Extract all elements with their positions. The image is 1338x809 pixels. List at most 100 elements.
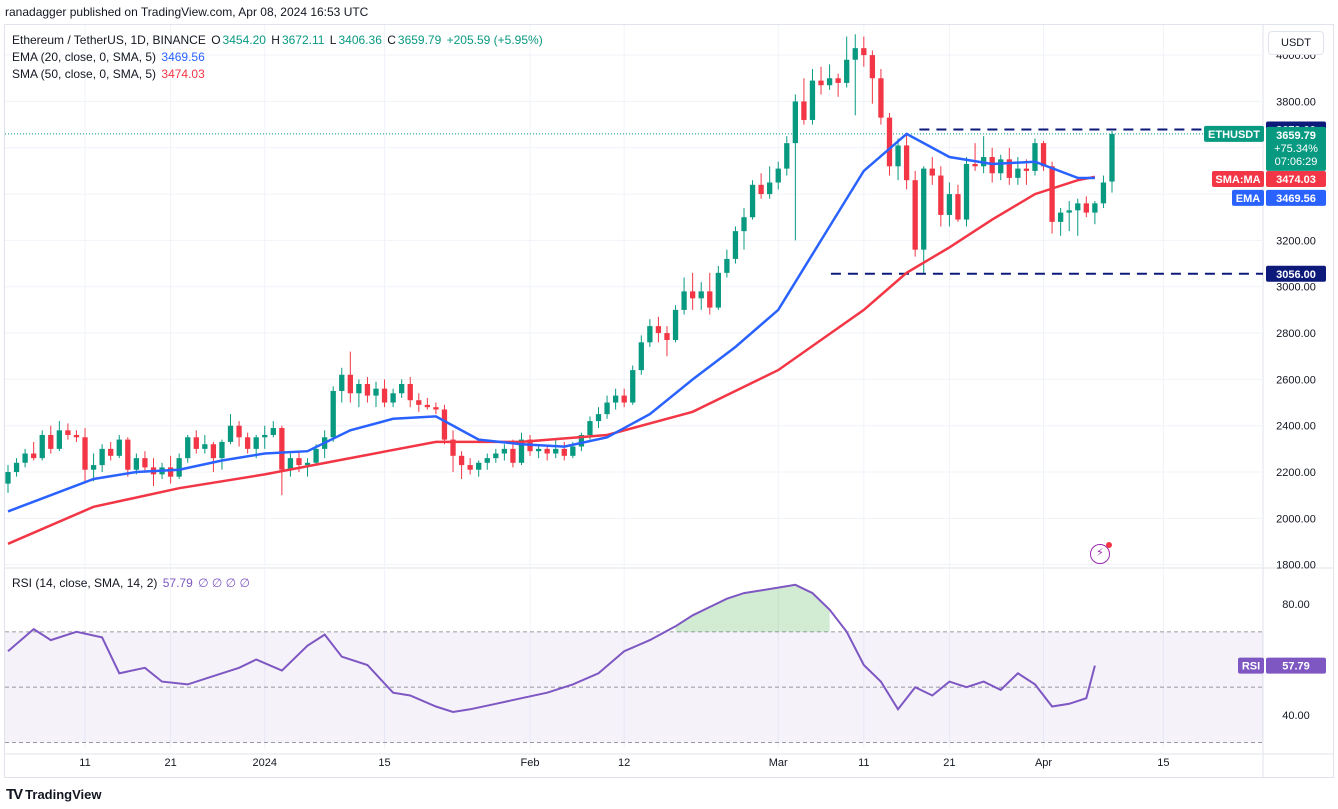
candle-body [1100,182,1107,204]
sma-name-tag-text: SMA:MA [1215,174,1260,186]
time-tick-label: 15 [378,757,390,769]
candle-body [467,465,473,470]
time-tick-label: 2024 [253,757,277,769]
candle-body [732,231,739,259]
candle-body [638,342,644,371]
candle-body [364,384,371,396]
rsi-tag-box [1266,657,1326,674]
sma-name-tag-box [1212,170,1264,187]
candle-body [381,388,388,403]
moving-averages [7,132,1096,545]
candle-body [185,437,191,459]
candle-body [244,437,251,449]
low-label: L [329,33,337,47]
symbol-legend[interactable]: Ethereum / TetherUS, 1D, BINANCE O 3454.2… [12,32,545,48]
candle-body [630,370,636,403]
candle-body [48,434,54,449]
symbol-title: Ethereum / TetherUS, 1D, BINANCE [12,33,206,47]
rsi-label: RSI (14, close, SMA, 14, 2) [12,576,158,590]
candle-body [724,258,730,273]
candle-body [861,48,867,56]
candle-body [912,180,918,250]
symbol-tag-box [1204,125,1264,142]
candle-body [313,448,319,463]
ema-name-tag-text: EMA [1236,193,1261,205]
candle-body [544,448,550,454]
candle-body [82,437,88,470]
rsi-overbought-fill [675,584,830,632]
tradingview-logo-icon: TV [6,786,23,803]
candle-body [903,145,910,181]
candle-body [955,194,961,220]
candle-body [193,437,199,449]
candle-body [792,101,799,144]
rsi-name-tag-text: RSI [1242,661,1260,673]
candle-body [612,395,619,403]
alert-dot-icon [1106,542,1112,548]
candle-body [399,384,405,394]
candle-body [227,425,234,442]
candle-body [416,400,422,405]
candle-body [698,291,704,299]
candle-body [356,384,362,394]
footer-brand[interactable]: TV TradingView [6,786,102,803]
candle-body [73,434,80,438]
rsi-legend[interactable]: RSI (14, close, SMA, 14, 2) 57.79 ∅ ∅ ∅ … [12,575,252,591]
bolt-icon[interactable]: ⚡ [1090,542,1112,564]
candle-body [741,217,747,232]
rsi-series-line [7,583,1096,714]
candle-body [202,444,208,449]
candle-body [767,182,773,195]
candle-body [972,163,978,167]
time-tick-label: 15 [1157,757,1169,769]
ema-name-tag-box [1232,189,1264,206]
currency-button[interactable]: USDT [1268,31,1324,55]
rsi-band-fill [5,631,1263,743]
candle-body [441,409,448,440]
candle-body [1015,168,1021,178]
close-label: C [387,33,396,47]
candle-body [826,78,833,86]
close-value: 3659.79 [397,33,442,47]
candle-body [450,439,456,456]
candle-body [219,441,225,459]
ema-legend[interactable]: EMA (20, close, 0, SMA, 5) 3469.56 [12,49,207,65]
candle-body [818,80,824,86]
support-tag-box [1266,265,1326,282]
candle-body [13,462,20,473]
candle-body [921,168,927,250]
candle-body [1109,133,1115,182]
low-value: 3406.36 [338,33,382,47]
candle-body [707,291,713,308]
candle-body [433,407,439,410]
candle-body [270,428,276,435]
candle-body [553,448,559,454]
candle-body [963,163,970,220]
candle-body [287,458,294,470]
candle-body [108,448,114,456]
candle-body [1092,203,1098,213]
sma-line [7,175,1096,545]
candle-body [304,462,311,466]
time-axis: 11 21 2024 15 Feb 12 Mar 11 21 Apr 15 [79,757,1169,769]
candle-body [655,326,662,334]
candle-body [809,80,816,120]
candle-body [578,434,585,447]
candle-body [424,404,431,408]
candle-body [510,448,516,463]
candle-body [458,455,465,466]
candle-body [1083,203,1089,213]
candle-body [484,458,490,463]
ema-value: 3469.56 [161,50,205,64]
candle-body [801,101,807,120]
candles [5,34,1115,496]
open-value: 3454.20 [222,33,266,47]
sma-legend[interactable]: SMA (50, close, 0, SMA, 5) 3474.03 [12,66,207,82]
candle-body [664,333,670,341]
price-tick-label: 3000.00 [1276,282,1316,294]
candle-body [125,439,131,470]
candle-body [99,448,105,466]
change-value: +205.59 (+5.95%) [446,33,543,47]
candle-body [390,393,396,403]
